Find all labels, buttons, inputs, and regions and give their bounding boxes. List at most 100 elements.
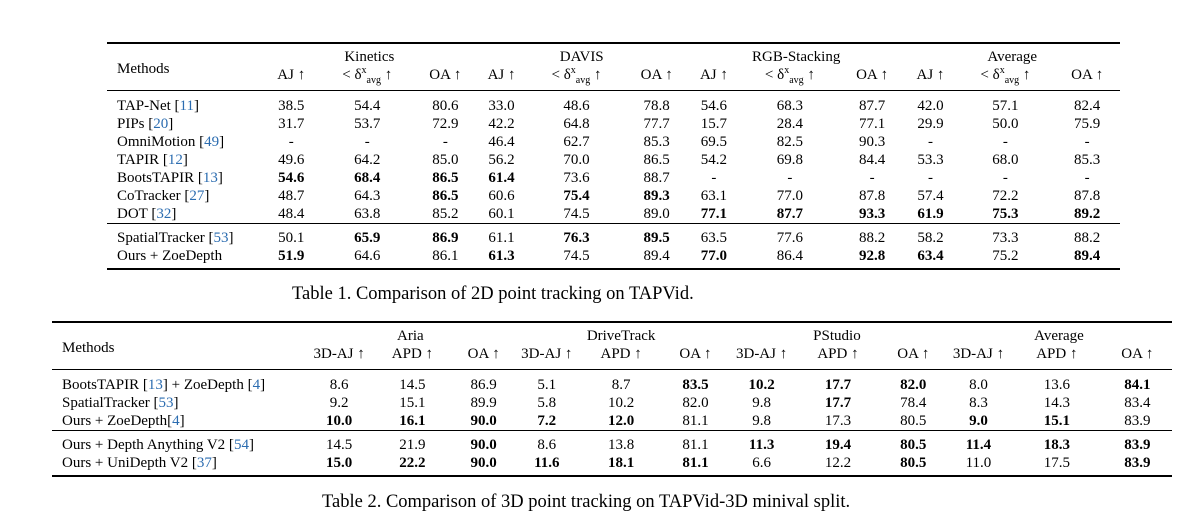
- method-name: TAP-Net [11]: [117, 98, 199, 114]
- subheader-subscript: avg: [366, 75, 381, 86]
- subheader-delta: < δxavg ↑: [739, 66, 840, 91]
- citation-link: 53: [158, 395, 174, 411]
- table-cell: 48.4: [278, 206, 305, 222]
- table-cell: 38.5: [278, 98, 305, 114]
- table-cell: 17.7: [824, 377, 852, 393]
- table-cell: 7.2: [537, 413, 557, 429]
- table-cell: 89.0: [643, 206, 670, 222]
- table-cell: 75.2: [956, 247, 1055, 270]
- table-cell: 5.8: [537, 395, 557, 411]
- method-label: OmniMotion: [117, 134, 200, 150]
- table-cell: 86.5: [643, 152, 670, 168]
- table-cell: 84.1: [1124, 377, 1151, 393]
- citation-link: 37: [196, 455, 212, 471]
- table-cell: 21.9: [371, 430, 454, 454]
- method-name: TAPIR [12]: [117, 152, 188, 168]
- table-row: SpatialTracker [53] 9.2 15.1 89.9 5.8 10.2 82.…: [52, 394, 1172, 412]
- table-cell: 15.1: [399, 395, 426, 411]
- table-cell: 89.9: [470, 395, 497, 411]
- table-cell: 10.0: [325, 413, 353, 429]
- table-cell: 18.3: [1011, 430, 1103, 454]
- table-cell: 81.1: [662, 430, 729, 454]
- table-cell: 11.4: [945, 430, 1012, 454]
- subheader-label: < δ: [342, 67, 362, 83]
- table-cell: 77.7: [643, 116, 670, 132]
- table-row: BootsTAPIR [13] 54.6 68.4 86.5 61.4 73.6 88.7 -…: [107, 169, 1120, 187]
- table-cell: 61.3: [475, 247, 528, 270]
- table-cell: -: [288, 134, 294, 150]
- subheader-oa: OA ↑: [415, 66, 476, 91]
- table-cell: 77.0: [776, 188, 804, 204]
- table-cell: 84.4: [859, 152, 886, 168]
- table-cell: 17.3: [824, 413, 852, 429]
- table-cell: 73.3: [956, 223, 1055, 247]
- table-cell: 85.3: [1074, 152, 1101, 168]
- table-cell: 9.0: [969, 413, 988, 429]
- table-cell: 80.5: [880, 430, 946, 454]
- table-row: Ours + Depth Anything V2 [54] 14.5 21.9 90.…: [52, 430, 1172, 454]
- citation-link: 54: [233, 437, 249, 453]
- table-cell: 63.8: [354, 206, 381, 222]
- table-cell: -: [1002, 134, 1008, 150]
- table-cell: 15.0: [306, 454, 372, 477]
- table-cell: 54.2: [700, 152, 728, 168]
- table-cell: 87.7: [859, 98, 886, 114]
- method-label: Ours + Depth Anything V2 [: [62, 437, 234, 453]
- method-name: BootsTAPIR [13] + ZoeDepth [4]: [52, 370, 307, 395]
- methods-header: Methods: [52, 321, 307, 370]
- table-cell: -: [442, 134, 448, 150]
- group-header: Average: [904, 42, 1120, 66]
- table-cell: 19.4: [795, 430, 881, 454]
- citation-link: 13: [147, 377, 163, 393]
- table-cell: 8.7: [611, 377, 631, 393]
- table-cell: 64.6: [319, 247, 416, 270]
- method-label: SpatialTracker [: [62, 395, 159, 411]
- subheader-oa: OA ↑: [1054, 66, 1120, 91]
- table-2d-tracking: Methods Kinetics DAVIS RGB-Stacking Aver…: [107, 42, 1120, 270]
- subheader-label: APD ↑: [579, 345, 663, 370]
- table-cell: 83.5: [682, 377, 709, 393]
- table-cell: 54.6: [700, 98, 728, 114]
- table-cell: 78.8: [643, 98, 670, 114]
- table-cell: 9.8: [752, 413, 771, 429]
- table-cell: 89.4: [625, 247, 688, 270]
- table-cell: 74.5: [527, 247, 626, 270]
- table-cell: 28.4: [776, 116, 804, 132]
- table-cell: 76.3: [527, 223, 626, 247]
- table-cell: -: [711, 170, 717, 186]
- table-cell: 69.8: [776, 152, 804, 168]
- table-cell: 69.5: [700, 134, 728, 150]
- table-cell: 54.6: [278, 170, 305, 186]
- table-cell: 9.8: [752, 395, 771, 411]
- table-cell: 11.6: [514, 454, 580, 477]
- table-cell: 10.2: [748, 377, 775, 393]
- table-2-caption: Table 2. Comparison of 3D point tracking…: [322, 492, 851, 512]
- subheader-oa: OA ↑: [625, 66, 688, 91]
- table-cell: 83.9: [1102, 430, 1172, 454]
- subheader-label: OA ↑: [856, 67, 889, 83]
- subheader-oa: OA ↑: [839, 66, 905, 91]
- table-row: BootsTAPIR [13] + ZoeDepth [4] 8.6 14.5 86.…: [52, 370, 1172, 395]
- table-cell: 89.4: [1054, 247, 1120, 270]
- method-name: OmniMotion [49]: [117, 134, 225, 150]
- table-row: PIPs [20] 31.7 53.7 72.9 42.2 64.8 77.7 15.7 28.…: [107, 115, 1120, 133]
- method-label: PIPs: [117, 116, 149, 132]
- table-cell: 14.5: [306, 430, 372, 454]
- table-cell: 63.4: [904, 247, 957, 270]
- method-label: ]: [260, 377, 266, 393]
- subheader-label: AJ ↑: [277, 67, 306, 83]
- table-cell: 77.0: [687, 247, 740, 270]
- table-cell: 63.5: [687, 223, 740, 247]
- table-cell: 77.1: [859, 116, 886, 132]
- citation-link: 4: [252, 377, 261, 393]
- table-cell: 64.3: [354, 188, 381, 204]
- method-label: ] + ZoeDepth [: [162, 377, 253, 393]
- table-cell: 65.9: [319, 223, 416, 247]
- table-cell: 85.2: [432, 206, 459, 222]
- subheader-label: APD ↑: [795, 345, 881, 370]
- method-name: SpatialTracker [53]: [107, 223, 264, 247]
- table-cell: 86.5: [432, 188, 459, 204]
- table-cell: 70.0: [563, 152, 590, 168]
- subheader-superscript: x: [570, 65, 576, 76]
- table-cell: 72.2: [992, 188, 1019, 204]
